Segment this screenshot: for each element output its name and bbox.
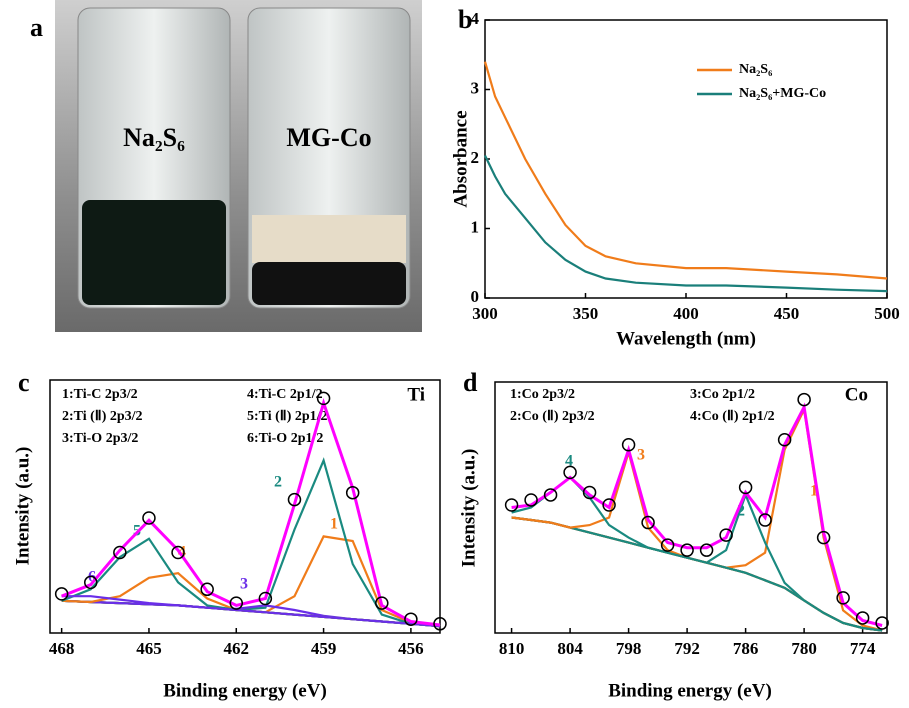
panel-label: c bbox=[18, 368, 30, 397]
x-tick-label: 400 bbox=[673, 304, 699, 323]
x-tick-label: 804 bbox=[557, 639, 583, 658]
figure: a Na₂S₆ MG-Co bWavelength (nm)Absorbance… bbox=[0, 0, 909, 708]
series-line bbox=[512, 407, 882, 625]
x-tick-label: 462 bbox=[224, 639, 250, 658]
legend-label: 4:Ti-C 2p1/2 bbox=[247, 387, 323, 402]
x-axis-label: Wavelength (nm) bbox=[616, 328, 756, 349]
data-point bbox=[681, 544, 693, 556]
x-tick-label: 810 bbox=[499, 639, 525, 658]
series-line bbox=[512, 410, 882, 631]
vial-label: MG-Co bbox=[286, 123, 371, 152]
liquid bbox=[82, 200, 226, 305]
y-tick-label: 2 bbox=[471, 148, 480, 167]
y-tick-label: 3 bbox=[471, 78, 480, 97]
x-tick-label: 456 bbox=[398, 639, 424, 658]
legend-label: 1:Co 2p3/2 bbox=[510, 387, 575, 402]
legend-label: 2:Ti (Ⅱ) 2p3/2 bbox=[62, 409, 143, 424]
panel-label: a bbox=[30, 13, 43, 42]
x-axis-label: Binding energy (eV) bbox=[163, 680, 327, 701]
legend-label: Na₂S₆+MG-Co bbox=[739, 86, 826, 101]
legend-label: Na₂S₆ bbox=[739, 62, 772, 77]
series-line bbox=[512, 477, 882, 630]
y-tick-label: 0 bbox=[471, 287, 480, 306]
y-tick-label: 1 bbox=[471, 217, 480, 236]
data-point bbox=[701, 544, 713, 556]
y-axis-label: Intensity (a.u.) bbox=[458, 449, 479, 568]
plot-frame bbox=[485, 20, 887, 298]
element-label: Ti bbox=[407, 384, 425, 405]
peak-label: 3 bbox=[240, 576, 248, 593]
legend-label: 1:Ti-C 2p3/2 bbox=[62, 387, 138, 402]
y-tick-label: 4 bbox=[471, 9, 480, 28]
data-point bbox=[798, 394, 810, 406]
x-tick-label: 786 bbox=[733, 639, 759, 658]
legend-label: 5:Ti (Ⅱ) 2p1/2 bbox=[247, 409, 328, 424]
series-line bbox=[485, 156, 887, 292]
peak-label: 3 bbox=[637, 447, 645, 464]
series-line bbox=[512, 495, 882, 631]
x-tick-label: 459 bbox=[311, 639, 337, 658]
x-tick-label: 792 bbox=[674, 639, 700, 658]
liquid bbox=[252, 262, 406, 305]
x-tick-label: 450 bbox=[774, 304, 800, 323]
peak-label: 1 bbox=[330, 516, 338, 533]
legend-label: 3:Ti-O 2p3/2 bbox=[62, 431, 138, 446]
panel-label: d bbox=[463, 368, 478, 397]
x-tick-label: 350 bbox=[573, 304, 599, 323]
vial-label: Na₂S₆ bbox=[123, 123, 185, 152]
x-tick-label: 500 bbox=[874, 304, 900, 323]
element-label: Co bbox=[845, 384, 868, 405]
photo: a Na₂S₆ MG-Co bbox=[30, 0, 422, 332]
liquid bbox=[252, 215, 406, 263]
x-tick-label: 465 bbox=[136, 639, 162, 658]
legend-label: 2:Co (Ⅱ) 2p3/2 bbox=[510, 409, 595, 424]
y-axis-label: Absorbance bbox=[450, 110, 471, 207]
legend-label: 4:Co (Ⅱ) 2p1/2 bbox=[690, 409, 775, 424]
series-line bbox=[485, 62, 887, 279]
x-tick-label: 774 bbox=[850, 639, 876, 658]
y-axis-label: Intensity (a.u.) bbox=[12, 447, 33, 566]
peak-label: 2 bbox=[274, 474, 282, 491]
legend-label: 3:Co 2p1/2 bbox=[690, 387, 755, 402]
x-tick-label: 468 bbox=[49, 639, 75, 658]
x-tick-label: 798 bbox=[616, 639, 642, 658]
x-tick-label: 780 bbox=[791, 639, 817, 658]
data-point bbox=[506, 499, 518, 511]
x-tick-label: 300 bbox=[472, 304, 498, 323]
x-axis-label: Binding energy (eV) bbox=[608, 680, 772, 701]
